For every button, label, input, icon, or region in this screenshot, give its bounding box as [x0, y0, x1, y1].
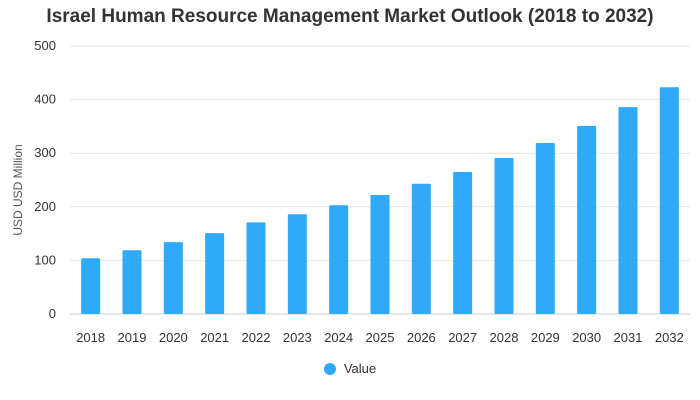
- bar-2030: [577, 125, 597, 314]
- y-tick-label: 400: [34, 92, 56, 107]
- legend-label: Value: [343, 361, 377, 376]
- x-tick-label: 2024: [324, 330, 353, 345]
- y-tick-label: 100: [34, 252, 56, 267]
- bar-2032: [659, 87, 679, 314]
- bar-2031: [618, 107, 638, 314]
- bar-2027: [453, 171, 473, 314]
- bars: [81, 87, 679, 314]
- chart-title: Israel Human Resource Management Market …: [46, 6, 654, 27]
- y-axis-label: USD USD Million: [11, 144, 25, 235]
- bar-2029: [535, 143, 555, 314]
- x-tick-label: 2025: [366, 330, 395, 345]
- y-axis-ticks: 0 100 200 300 400 500: [34, 38, 56, 321]
- y-tick-label: 500: [34, 38, 56, 53]
- bar-2019: [122, 250, 142, 314]
- bar-2025: [370, 195, 390, 314]
- x-tick-label: 2020: [159, 330, 188, 345]
- legend: Value: [0, 361, 700, 376]
- x-tick-label: 2021: [200, 330, 229, 345]
- bar-2024: [329, 205, 349, 314]
- x-tick-label: 2029: [531, 330, 560, 345]
- bar-2018: [81, 258, 101, 314]
- bar-2022: [246, 222, 266, 314]
- x-tick-label: 2023: [283, 330, 312, 345]
- bar-2021: [205, 233, 225, 314]
- x-tick-label: 2031: [614, 330, 643, 345]
- bar-2020: [163, 242, 183, 314]
- x-tick-label: 2027: [448, 330, 477, 345]
- legend-swatch: [323, 362, 336, 375]
- y-tick-label: 300: [34, 145, 56, 160]
- bar-2026: [411, 183, 431, 314]
- x-tick-label: 2018: [76, 330, 105, 345]
- x-tick-label: 2032: [655, 330, 684, 345]
- x-tick-label: 2030: [572, 330, 601, 345]
- x-axis-ticks: 2018 2019 2020 2021 2022 2023 2024 2025 2026 2027…: [76, 330, 684, 345]
- y-tick-label: 0: [49, 306, 56, 321]
- x-tick-label: 2019: [118, 330, 147, 345]
- x-tick-label: 2026: [407, 330, 436, 345]
- y-tick-label: 200: [34, 199, 56, 214]
- bar-2028: [494, 158, 514, 314]
- x-tick-label: 2028: [490, 330, 519, 345]
- x-tick-label: 2022: [242, 330, 271, 345]
- bar-2023: [287, 214, 307, 314]
